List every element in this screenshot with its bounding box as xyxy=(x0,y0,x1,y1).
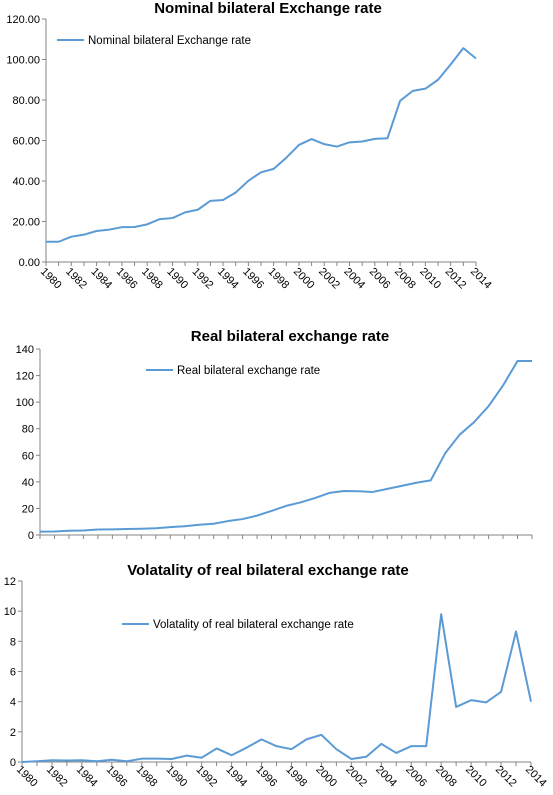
real-exchange-rate-chart: Real bilateral exchange rate 0 20 40 60 80 100… xyxy=(16,328,533,542)
volatility-exchange-rate-chart: Volatality of real bilateral exchange ra… xyxy=(4,562,549,789)
legend-label: Nominal bilateral Exchange rate xyxy=(88,35,251,47)
x-tick-label: 1994 xyxy=(215,266,241,292)
nominal-exchange-rate-chart: Nominal bilateral Exchange rate 0.00 20.00… xyxy=(6,0,493,291)
y-tick-label: 6 xyxy=(10,667,16,679)
legend-label: Volatality of real bilateral exchange ra… xyxy=(153,619,354,631)
x-tick-label: 2002 xyxy=(343,764,369,790)
y-tick-label: 100 xyxy=(16,397,34,409)
chart-title: Nominal bilateral Exchange rate xyxy=(154,0,382,17)
x-tick-label: 1988 xyxy=(139,266,165,292)
chart-title: Volatality of real bilateral exchange ra… xyxy=(127,562,409,579)
series-line xyxy=(46,47,477,243)
x-tick-label: 1998 xyxy=(266,266,292,292)
y-tick-label: 60.00 xyxy=(12,136,40,148)
x-tick-label: 1982 xyxy=(63,266,89,292)
x-tick-label: 1992 xyxy=(190,266,216,292)
x-tick-label: 2002 xyxy=(316,266,342,292)
x-tick-label: 1998 xyxy=(283,764,309,790)
legend-label: Real bilateral exchange rate xyxy=(177,365,320,377)
x-tick-label: 2010 xyxy=(463,764,489,790)
y-tick-label: 20.00 xyxy=(12,217,40,229)
x-tick-label: 2010 xyxy=(417,266,443,292)
y-tick-label: 140 xyxy=(16,344,34,356)
x-tick-label: 1986 xyxy=(104,764,130,790)
x-tick-label: 2004 xyxy=(373,764,399,790)
x-tick-label: 1980 xyxy=(14,764,40,790)
x-tick-label: 1990 xyxy=(164,266,190,292)
y-tick-label: 8 xyxy=(10,636,16,648)
y-tick-label: 80.00 xyxy=(12,95,40,107)
x-tick-label: 1982 xyxy=(44,764,70,790)
series-line xyxy=(21,613,532,763)
y-tick-label: 120.00 xyxy=(6,14,40,26)
y-tick-label: 20 xyxy=(22,503,34,515)
x-tick-label: 1992 xyxy=(194,764,220,790)
y-tick-label: 10 xyxy=(4,606,16,618)
y-tick-label: 0 xyxy=(28,530,34,542)
y-tick-label: 60 xyxy=(22,450,34,462)
x-tick-label: 2014 xyxy=(523,764,549,790)
y-tick-label: 40.00 xyxy=(12,176,40,188)
x-tick-label: 1980 xyxy=(38,266,64,292)
x-tick-label: 2014 xyxy=(468,266,494,292)
series-line xyxy=(39,359,532,533)
x-tick-label: 1984 xyxy=(88,266,114,292)
y-tick-label: 4 xyxy=(10,697,16,709)
x-tick-label: 2000 xyxy=(313,764,339,790)
y-tick-label: 0 xyxy=(10,757,16,769)
x-tick-label: 1984 xyxy=(74,764,100,790)
chart-title: Real bilateral exchange rate xyxy=(191,328,389,345)
x-tick-label: 1990 xyxy=(164,764,190,790)
x-tick-label: 1996 xyxy=(253,764,279,790)
y-tick-label: 40 xyxy=(22,477,34,489)
y-tick-label: 100.00 xyxy=(6,55,40,67)
y-tick-label: 120 xyxy=(16,371,34,383)
y-tick-label: 2 xyxy=(10,727,16,739)
y-tick-label: 12 xyxy=(4,576,16,588)
y-tick-label: 80 xyxy=(22,424,34,436)
x-tick-label: 2004 xyxy=(341,266,367,292)
x-tick-label: 2012 xyxy=(493,764,519,790)
x-tick-label: 2008 xyxy=(392,266,418,292)
x-tick-label: 1988 xyxy=(134,764,160,790)
x-tick-label: 2008 xyxy=(433,764,459,790)
x-tick-label: 2012 xyxy=(443,266,469,292)
x-tick-label: 2000 xyxy=(291,266,317,292)
x-tick-label: 1996 xyxy=(240,266,266,292)
x-tick-label: 1994 xyxy=(223,764,249,790)
x-tick-label: 2006 xyxy=(367,266,393,292)
x-tick-label: 2006 xyxy=(403,764,429,790)
x-tick-label: 1986 xyxy=(114,266,140,292)
y-tick-label: 0.00 xyxy=(19,257,40,269)
